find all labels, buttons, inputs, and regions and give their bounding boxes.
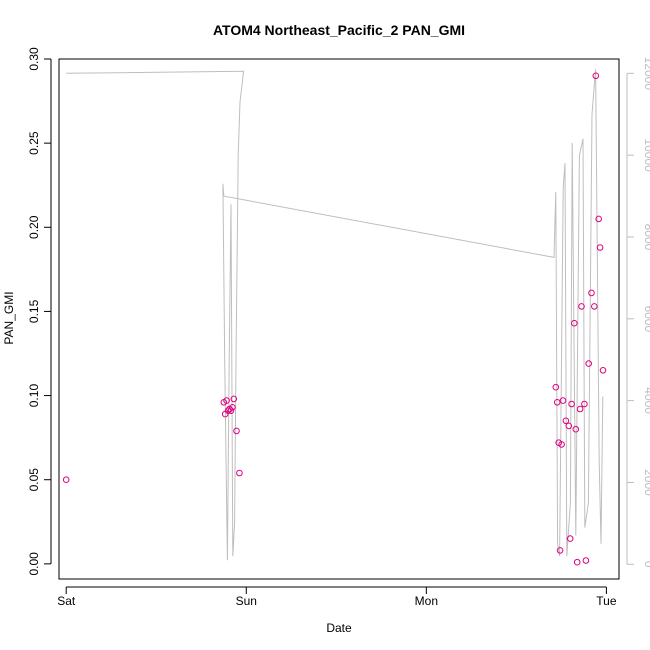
y-axis-left: 0.00 0.05 0.10 0.15 0.20 0.25 0.30 (27, 47, 52, 576)
y2-tick-label-5: 10000 (642, 138, 650, 172)
data-point-27 (582, 557, 590, 564)
right-axis-line-series (66, 69, 604, 561)
data-point-7 (229, 404, 236, 411)
data-point-9 (233, 427, 240, 435)
data-point-33 (596, 244, 604, 251)
y-axis-right: 0 2000 4000 6000 8000 10000 12000 (626, 57, 650, 568)
series-line-1 (66, 69, 604, 561)
y2-tick-label-3: 6000 (642, 305, 650, 332)
chart-title: ATOM4 Northeast_Pacific_2 PAN_GMI (213, 22, 465, 38)
y-axis-label: PAN_GMI (2, 291, 16, 344)
data-point-19 (566, 535, 574, 542)
plot-area (58, 58, 620, 580)
data-point-21 (571, 319, 578, 327)
data-point-26 (581, 400, 588, 408)
data-point-30 (591, 303, 598, 310)
data-point-18 (565, 422, 573, 430)
y2-tick-label-6: 12000 (642, 57, 650, 91)
y-tick-label-0: 0.00 (27, 552, 41, 576)
data-point-17 (562, 417, 570, 425)
x-tick-label-2: Mon (415, 594, 438, 608)
data-point-31 (592, 72, 600, 80)
y2-tick-label-0: 0 (642, 561, 650, 568)
y-tick-label-1: 0.05 (27, 468, 41, 492)
data-point-23 (573, 558, 581, 566)
pan-gmi-points (62, 72, 607, 566)
data-point-11 (552, 383, 560, 391)
data-point-16 (559, 397, 567, 404)
x-tick-label-1: Sun (236, 594, 257, 608)
y-tick-label-3: 0.15 (27, 299, 41, 323)
data-point-6 (227, 407, 235, 415)
y-tick-label-4: 0.20 (27, 215, 41, 239)
y2-tick-label-2: 4000 (642, 387, 650, 414)
y2-tick-label-1: 2000 (642, 469, 650, 496)
y2-tick-label-4: 8000 (642, 224, 650, 251)
y-tick-label-5: 0.25 (27, 131, 41, 155)
x-axis: Sat Sun Mon Tue (57, 586, 617, 608)
data-point-20 (568, 400, 575, 408)
data-point-10 (236, 469, 243, 477)
data-point-8 (230, 395, 238, 403)
data-point-14 (556, 547, 564, 554)
data-point-15 (558, 441, 565, 448)
data-point-3 (223, 397, 230, 404)
data-point-22 (572, 425, 580, 433)
data-point-24 (576, 405, 584, 413)
x-tick-label-0: Sat (57, 594, 76, 608)
data-point-32 (595, 215, 603, 223)
y-tick-label-6: 0.30 (27, 47, 41, 71)
data-point-0 (62, 476, 70, 484)
data-point-29 (588, 289, 595, 297)
data-point-34 (599, 367, 607, 374)
data-point-4 (224, 407, 232, 415)
x-axis-label: Date (326, 621, 352, 635)
data-point-28 (585, 360, 593, 367)
y-tick-label-2: 0.10 (27, 384, 41, 408)
x-tick-label-3: Tue (596, 594, 617, 608)
data-point-25 (578, 303, 585, 310)
data-point-12 (553, 399, 561, 406)
